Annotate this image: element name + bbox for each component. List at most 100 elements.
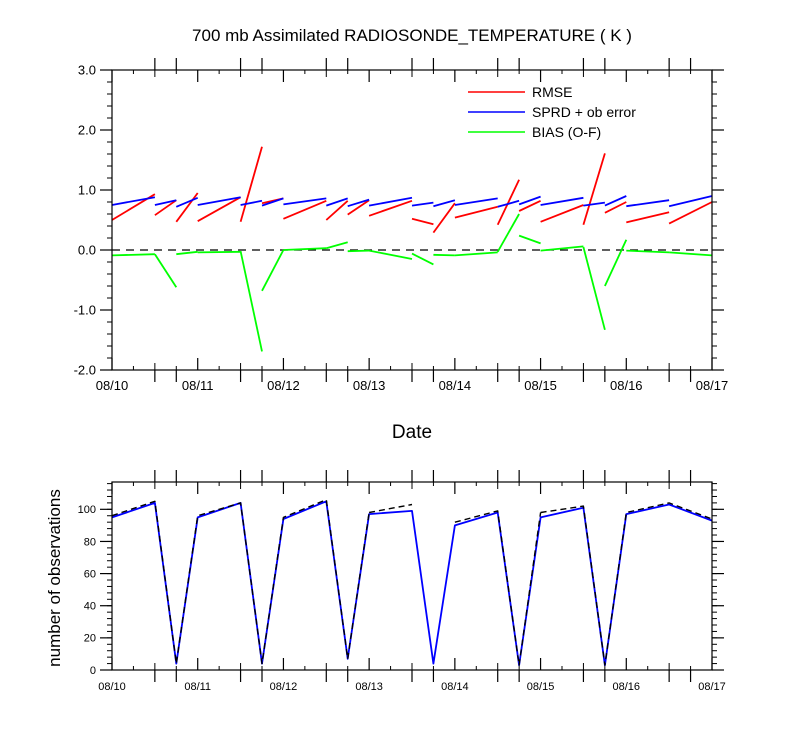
bottom-axes: 08/10 08/11 08/12 08/13 08/14 08/15 08/16 08/17… [78,470,726,693]
series-sprd-segment [411,201,434,207]
series-rmse-segment [604,201,627,214]
bottom-series-group [111,499,713,667]
series-sprd-segment [154,199,177,206]
series-sprd-segment [326,197,348,207]
observations-possible-line [454,510,542,666]
series-rmse-segment [454,205,498,219]
x-tick-label: 08/16 [610,378,643,393]
series-bias-segment [518,234,541,245]
observations-possible-line [540,502,713,666]
series-rmse-segment [668,201,713,225]
x-tick-label: 08/15 [524,378,557,393]
series-sprd-segment [197,196,241,206]
x-tick-label: 08/13 [355,681,383,693]
series-bias-segment [540,245,584,252]
series-bias-segment [582,246,606,331]
top-series-group [111,146,713,352]
series-bias-segment [326,241,348,250]
series-bias-segment [604,239,628,287]
series-rmse-segment [175,192,199,223]
x-tick-label: 08/14 [441,681,469,693]
observations-possible-line [111,499,370,665]
series-rmse-segment [496,179,520,226]
x-tick-label: 08/13 [353,378,386,393]
x-tick-label: 08/10 [98,681,126,693]
series-rmse-segment [368,199,413,217]
bottom-chart-panel: 08/10 08/11 08/12 08/13 08/14 08/15 08/16 08/17… [45,470,726,693]
series-sprd-segment [175,196,199,208]
series-sprd-segment [454,197,498,206]
series-sprd-segment [497,199,520,208]
x-tick-label: 08/12 [270,681,298,693]
series-sprd-segment [261,197,284,207]
series-rmse-segment [283,199,327,220]
legend-rmse-label: RMSE [532,84,572,100]
y-tick-label: 40 [84,601,96,613]
x-tick-label: 08/14 [439,378,472,393]
series-bias-segment [283,247,327,251]
series-rmse-segment [626,211,670,224]
x-tick-label: 08/11 [184,681,211,693]
y-tick-label: 20 [84,633,96,645]
y-tick-label: 100 [78,504,96,516]
series-bias-segment [669,251,713,257]
series-rmse-segment [325,200,349,221]
x-tick-label: 08/12 [267,378,300,393]
series-bias-segment [111,253,155,257]
series-sprd-segment [111,196,156,206]
legend-sprd-label: SPRD + ob error [532,104,636,120]
x-tick-label: 08/10 [96,378,129,393]
x-tick-label: 08/17 [696,378,729,393]
series-sprd-segment [518,195,541,206]
x-tick-label: 08/11 [182,378,214,393]
series-rmse-segment [540,204,584,223]
x-tick-label: 08/17 [698,681,726,693]
x-tick-label: 08/15 [527,681,555,693]
chart-title: 700 mb Assimilated RADIOSONDE_TEMPERATUR… [192,26,632,45]
observations-used-line [111,500,713,667]
series-bias-segment [239,251,263,352]
series-sprd-segment [240,199,263,206]
x-tick-label: 08/16 [613,681,641,693]
series-bias-segment [454,251,498,257]
top-chart-panel: 700 mb Assimilated RADIOSONDE_TEMPERATUR… [74,26,729,443]
y-tick-label: -1.0 [74,303,96,318]
series-bias-segment [368,249,413,260]
series-sprd-segment [626,199,670,208]
y-tick-label: -2.0 [74,363,96,378]
observations-possible-line [368,503,413,514]
series-sprd-segment [433,199,456,208]
series-bias-segment [496,213,520,253]
series-rmse-segment [432,202,456,234]
series-rmse-segment [582,153,606,226]
series-rmse-segment [197,196,242,222]
y-tick-label: 0 [90,665,96,677]
y-tick-label: 2.0 [78,123,96,138]
series-sprd-segment [583,201,606,207]
series-sprd-segment [368,196,413,207]
series-bias-segment [626,249,670,254]
series-bias-segment [411,252,434,266]
series-rmse-segment [154,199,177,216]
series-bias-segment [261,249,285,292]
series-sprd-segment [347,198,370,208]
series-sprd-segment [604,195,627,207]
series-rmse-segment [239,146,263,223]
series-bias-segment [433,253,455,257]
series-bias-segment [197,250,241,254]
legend-bias-label: BIAS (O-F) [532,124,601,140]
series-bias-segment [347,249,370,253]
y-tick-label: 80 [84,536,96,548]
y-tick-label: 0.0 [78,243,96,258]
top-axes: 08/10 08/11 08/12 08/13 08/14 08/15 08/16 08/17… [74,58,729,393]
y-axis-label-observations: number of observations [45,489,64,667]
series-bias-segment [176,250,198,256]
x-axis-label: Date [392,422,432,443]
legend: RMSE SPRD + ob error BIAS (O-F) [468,84,636,140]
y-tick-label: 60 [84,568,96,580]
series-sprd-segment [668,195,713,208]
series-sprd-segment [283,197,327,206]
series-rmse-segment [411,217,434,226]
y-tick-label: 1.0 [78,183,96,198]
